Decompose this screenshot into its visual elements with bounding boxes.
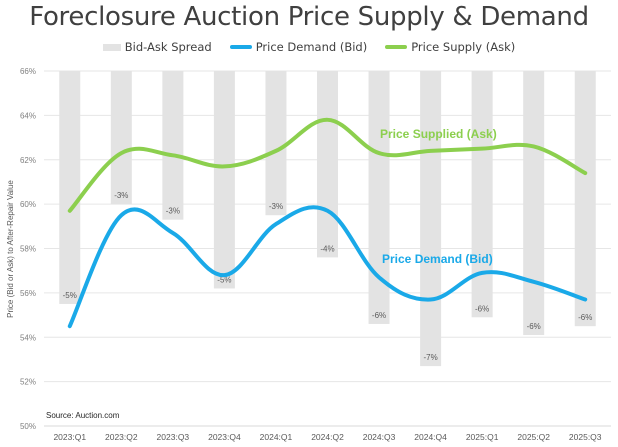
x-tick-label: 2023:Q4 xyxy=(208,432,241,442)
legend-item-demand[interactable]: Price Demand (Bid) xyxy=(229,40,368,54)
spread-bar-label: -6% xyxy=(578,313,592,322)
spread-bar xyxy=(368,71,390,324)
x-tick-label: 2023:Q3 xyxy=(157,432,190,442)
spread-bar xyxy=(420,71,442,367)
annotation-supply: Price Supplied (Ask) xyxy=(380,127,497,141)
legend-label-demand: Price Demand (Bid) xyxy=(255,40,368,54)
spread-bars: -5% -3% -3% -5% -3% -4% -6% -7% -6% -6% -6% xyxy=(59,71,596,367)
legend-item-supply[interactable]: Price Supply (Ask) xyxy=(385,40,515,54)
source-note: Source: Auction.com xyxy=(46,411,120,420)
chart-title: Foreclosure Auction Price Supply & Deman… xyxy=(29,2,589,32)
x-tick-label: 2025:Q1 xyxy=(466,432,499,442)
spread-bar xyxy=(471,71,493,318)
spread-bar xyxy=(574,71,596,327)
y-tick-label: 50% xyxy=(20,422,36,431)
annotation-demand: Price Demand (Bid) xyxy=(382,252,493,266)
spread-bar-label: -4% xyxy=(320,244,334,253)
spread-bar-label: -6% xyxy=(372,311,386,320)
series-lines xyxy=(67,117,588,329)
legend: Bid-Ask Spread Price Demand (Bid) Price … xyxy=(0,40,618,54)
x-tick-label: 2024:Q2 xyxy=(311,432,344,442)
spread-bar-label: -3% xyxy=(269,202,283,211)
x-axis: 2023:Q1 2023:Q2 2023:Q3 2023:Q4 2024:Q1 2024:… xyxy=(53,432,601,442)
y-tick-label: 52% xyxy=(20,378,36,387)
x-tick-label: 2023:Q1 xyxy=(53,432,86,442)
y-tick-label: 62% xyxy=(20,156,36,165)
x-tick-label: 2024:Q4 xyxy=(414,432,447,442)
y-tick-label: 64% xyxy=(20,111,36,120)
y-tick-label: 56% xyxy=(20,289,36,298)
x-tick-label: 2025:Q2 xyxy=(517,432,550,442)
x-tick-label: 2025:Q3 xyxy=(569,432,602,442)
series-line-price-demand-bid xyxy=(67,205,588,329)
spread-bar-label: -5% xyxy=(63,291,77,300)
legend-swatch-spread xyxy=(102,43,121,51)
y-axis-title: Price (Bid or Ask) to After-Repair Value xyxy=(6,180,15,318)
y-tick-label: 54% xyxy=(20,333,36,342)
y-tick-label: 66% xyxy=(20,67,36,76)
spread-bar-label: -7% xyxy=(423,353,437,362)
spread-bar-label: -6% xyxy=(527,322,541,331)
spread-bar xyxy=(162,71,184,220)
spread-bar-label: -6% xyxy=(475,304,489,313)
spread-bar xyxy=(110,71,132,205)
spread-bar xyxy=(213,71,235,289)
y-tick-label: 58% xyxy=(20,245,36,254)
x-tick-label: 2024:Q1 xyxy=(260,432,293,442)
y-axis: 50% 52% 54% 56% 58% 60% 62% 64% 66% xyxy=(20,67,36,431)
legend-swatch-supply xyxy=(385,45,408,49)
x-tick-label: 2024:Q3 xyxy=(363,432,396,442)
spread-bar xyxy=(317,71,338,258)
spread-bar-label: -5% xyxy=(217,275,231,284)
legend-swatch-demand xyxy=(229,45,252,49)
spread-bar xyxy=(523,71,545,336)
spread-bar-label: -3% xyxy=(114,191,128,200)
legend-label-spread: Bid-Ask Spread xyxy=(124,40,212,54)
spread-bar-label: -3% xyxy=(166,207,180,216)
legend-label-supply: Price Supply (Ask) xyxy=(411,40,516,54)
legend-item-spread[interactable]: Bid-Ask Spread xyxy=(102,40,212,54)
spread-bar xyxy=(59,71,81,304)
spread-bar xyxy=(265,71,287,216)
y-tick-label: 60% xyxy=(20,200,36,209)
x-tick-label: 2023:Q2 xyxy=(105,432,138,442)
